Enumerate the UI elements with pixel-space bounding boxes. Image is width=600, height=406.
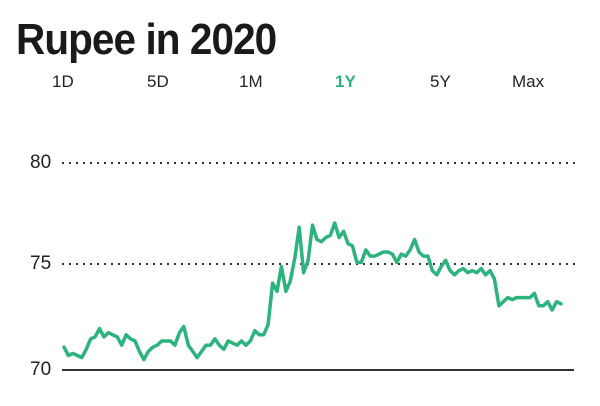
tab-5y[interactable]: 5Y: [430, 72, 451, 91]
y-tick-label-70: 70: [30, 359, 52, 380]
y-tick-label-80: 80: [30, 152, 52, 173]
usd-inr-series-line: [62, 221, 563, 362]
tab-1y[interactable]: 1Y: [335, 72, 356, 91]
y-tick-label-75: 75: [30, 253, 52, 274]
chart-title: Rupee in 2020: [16, 15, 277, 64]
time-range-tabs: 1D 5D 1M 1Y 5Y Max: [0, 70, 600, 96]
tab-1m[interactable]: 1M: [239, 72, 263, 91]
tab-1d[interactable]: 1D: [52, 72, 74, 91]
tab-max[interactable]: Max: [512, 72, 545, 91]
tab-5d[interactable]: 5D: [147, 72, 169, 91]
